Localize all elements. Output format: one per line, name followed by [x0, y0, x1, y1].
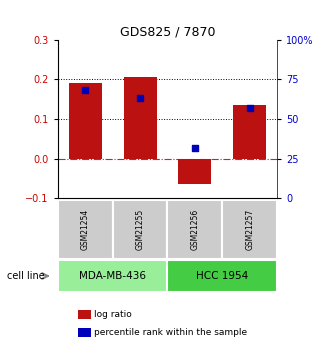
Text: GSM21255: GSM21255	[136, 209, 145, 250]
Bar	[78, 328, 91, 337]
Text: GSM21256: GSM21256	[190, 209, 199, 250]
Bar	[233, 105, 266, 159]
Bar	[58, 200, 113, 259]
Text: GSM21257: GSM21257	[245, 209, 254, 250]
Text: log ratio: log ratio	[94, 310, 132, 319]
Bar	[69, 83, 102, 159]
Text: MDA-MB-436: MDA-MB-436	[79, 271, 146, 281]
Point	[192, 145, 198, 150]
Bar	[222, 200, 277, 259]
Text: HCC 1954: HCC 1954	[196, 271, 248, 281]
Text: cell line: cell line	[7, 271, 44, 281]
Bar	[123, 77, 156, 159]
Bar	[113, 200, 168, 259]
Point	[247, 105, 252, 111]
Text: percentile rank within the sample: percentile rank within the sample	[94, 328, 247, 337]
Bar	[58, 260, 168, 292]
Title: GDS825 / 7870: GDS825 / 7870	[120, 26, 215, 39]
Bar	[78, 310, 91, 319]
Bar	[179, 159, 212, 185]
Text: GSM21254: GSM21254	[81, 209, 90, 250]
Bar	[168, 260, 277, 292]
Point	[137, 96, 143, 101]
Point	[82, 88, 88, 93]
Bar	[168, 200, 222, 259]
